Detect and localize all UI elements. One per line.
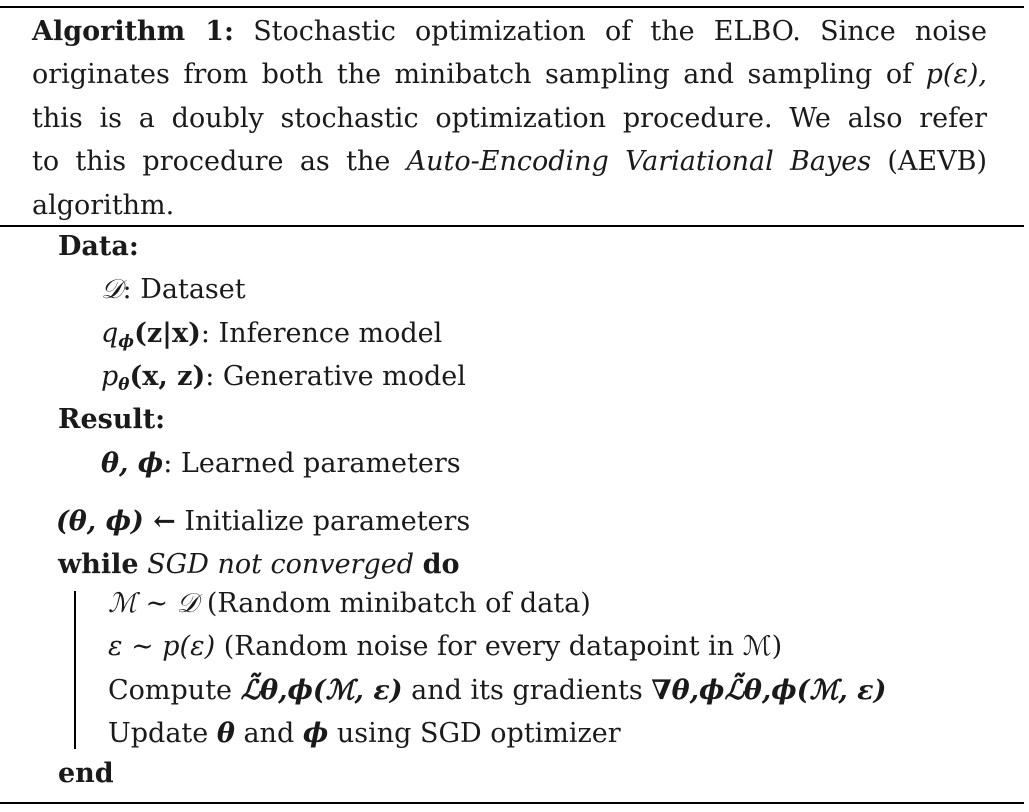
init-symbol: (θ, ϕ) ← bbox=[56, 506, 176, 537]
while-line: while SGD not converged do bbox=[58, 548, 459, 582]
init-line: (θ, ϕ) ← Initialize parameters bbox=[56, 505, 470, 539]
data-heading: Data: bbox=[58, 231, 139, 262]
bottom-rule bbox=[0, 802, 1024, 804]
do-keyword: do bbox=[422, 549, 460, 580]
data-item-inference-model: qϕ(z|x): Inference model bbox=[101, 317, 442, 351]
caption-line-3: this is a doubly stochastic optimization… bbox=[32, 102, 987, 134]
step-4-theta: θ bbox=[216, 718, 235, 749]
step-update-parameters: Update θ and ϕ using SGD optimizer bbox=[108, 717, 621, 751]
step-4-text: using SGD optimizer bbox=[336, 718, 621, 749]
step-4-pre: Update bbox=[108, 718, 209, 749]
inference-subscript: ϕ bbox=[118, 331, 135, 352]
step-1-math: ℳ ∼ 𝒟 bbox=[108, 588, 199, 619]
step-4-mid: and bbox=[243, 718, 295, 749]
caption-line-4-pre: to this procedure as the bbox=[32, 146, 391, 178]
generative-subscript: θ bbox=[118, 374, 130, 395]
inference-symbol: q bbox=[101, 318, 119, 349]
step-sample-noise: ε ∼ p(ε) (Random noise for every datapoi… bbox=[108, 630, 782, 664]
caption-line-5: algorithm. bbox=[32, 189, 175, 221]
caption-emphasis: Auto-Encoding Variational Bayes bbox=[406, 146, 872, 178]
data-item-generative-model: pθ(x, z): Generative model bbox=[101, 360, 466, 394]
top-rule bbox=[0, 6, 1024, 8]
step-3-math: ℒ̃θ,ϕ(ℳ, ε) bbox=[240, 675, 403, 706]
caption-line-1: Stochastic optimization of the ELBO. Sin… bbox=[253, 16, 987, 47]
step-sample-minibatch: ℳ ∼ 𝒟 (Random minibatch of data) bbox=[108, 587, 591, 621]
result-symbol: θ, ϕ bbox=[101, 448, 164, 479]
generative-args: (x, z) bbox=[129, 361, 206, 392]
step-4-phi: ϕ bbox=[302, 718, 329, 749]
while-condition: SGD not converged bbox=[147, 549, 414, 580]
step-3-pre: Compute bbox=[108, 675, 233, 706]
step-2-math: ε ∼ p(ε) bbox=[108, 631, 216, 662]
step-3-math-2: ∇θ,ϕℒ̃θ,ϕ(ℳ, ε) bbox=[651, 675, 887, 706]
step-3-mid: and its gradients bbox=[411, 675, 643, 706]
generative-symbol: p bbox=[101, 361, 119, 392]
caption-line-2-math: p(ε), bbox=[925, 59, 987, 91]
while-keyword: while bbox=[58, 549, 139, 580]
end-keyword: end bbox=[58, 758, 114, 789]
algorithm-caption: Algorithm 1: Stochastic optimization of … bbox=[32, 10, 987, 227]
step-compute-gradients: Compute ℒ̃θ,ϕ(ℳ, ε) and its gradients ∇θ… bbox=[108, 674, 886, 708]
step-1-text: (Random minibatch of data) bbox=[206, 588, 591, 619]
data-item-dataset: 𝒟: Dataset bbox=[101, 273, 246, 307]
inference-args: (z|x) bbox=[134, 318, 201, 349]
caption-line-4-post: (AEVB) bbox=[887, 146, 987, 178]
inference-text: : Inference model bbox=[200, 318, 443, 349]
caption-line-2: originates from both the minibatch sampl… bbox=[32, 59, 913, 91]
result-item: θ, ϕ: Learned parameters bbox=[101, 447, 461, 481]
algorithm-label: Algorithm 1: bbox=[32, 16, 234, 47]
loop-body-bar bbox=[74, 591, 76, 749]
init-text: Initialize parameters bbox=[184, 506, 471, 537]
mid-rule bbox=[0, 225, 1024, 227]
generative-text: : Generative model bbox=[205, 361, 466, 392]
result-text: : Learned parameters bbox=[163, 448, 461, 479]
dataset-symbol: 𝒟 bbox=[101, 274, 123, 305]
dataset-text: : Dataset bbox=[122, 274, 246, 305]
result-heading: Result: bbox=[58, 404, 166, 435]
step-2-text: (Random noise for every datapoint in ℳ) bbox=[223, 631, 783, 662]
